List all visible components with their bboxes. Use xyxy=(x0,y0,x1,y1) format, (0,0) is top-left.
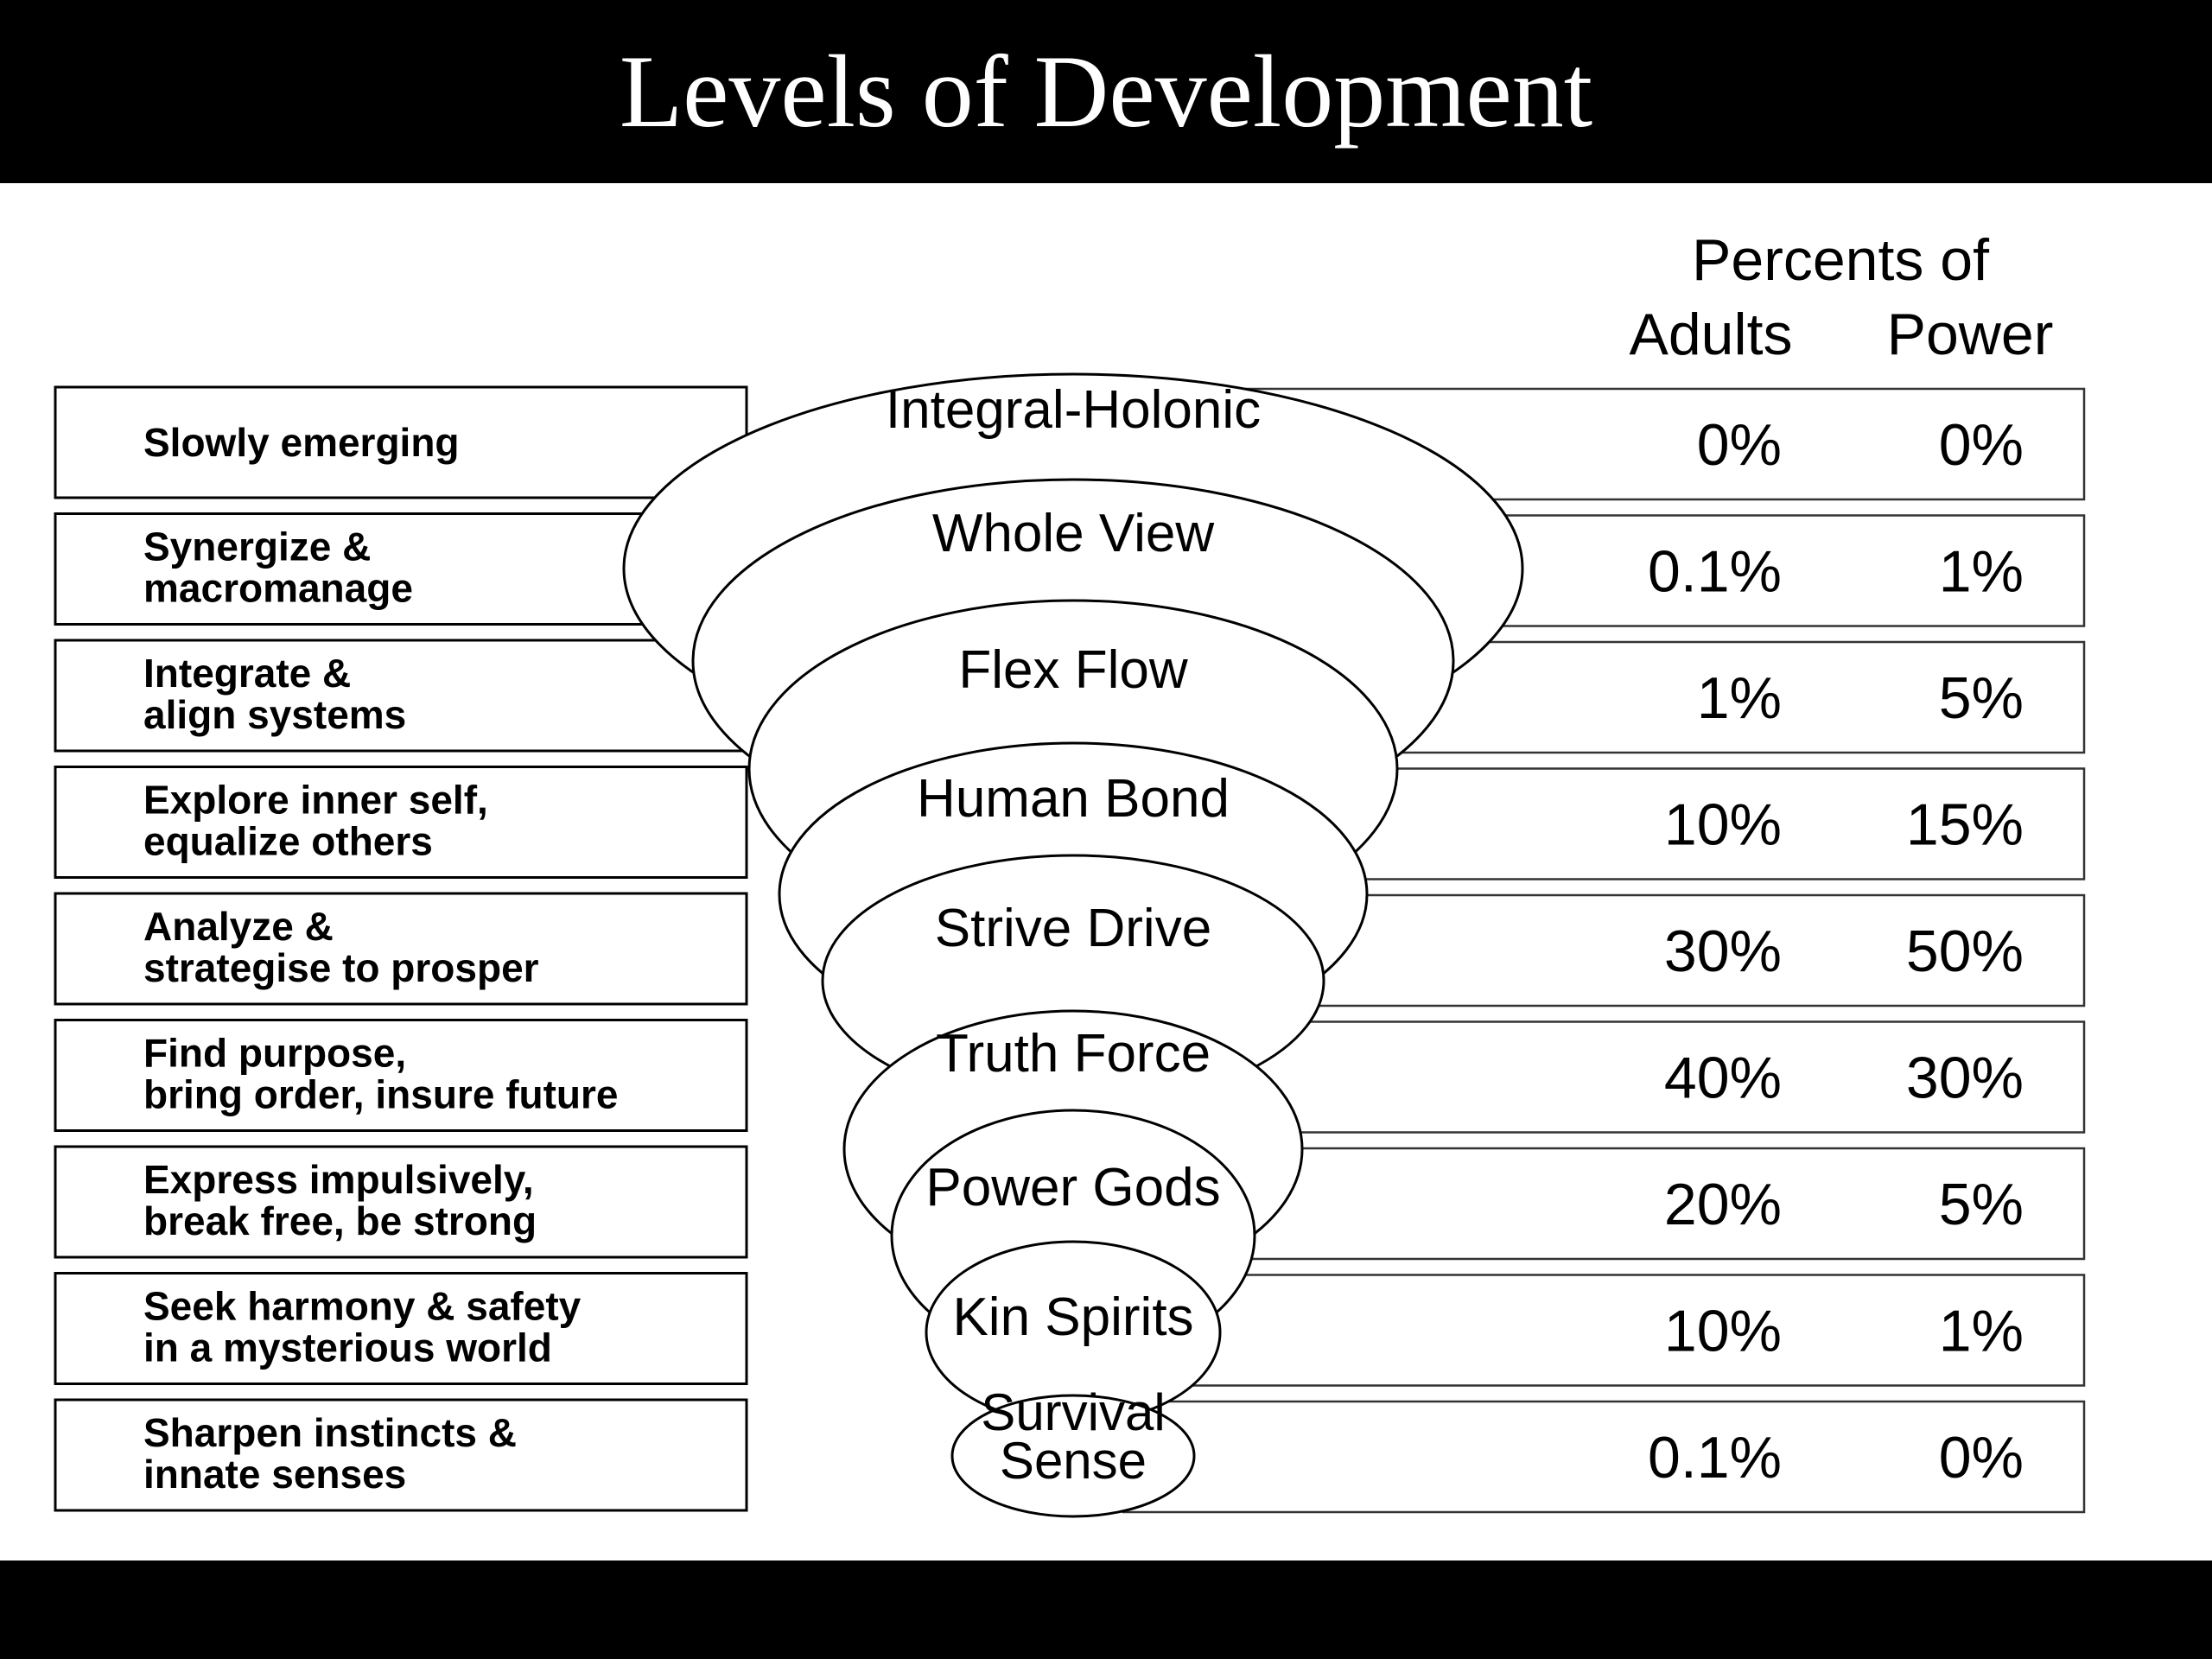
adults-percent-value: 40% xyxy=(1664,1046,1782,1111)
left-row-box xyxy=(54,892,748,1006)
row-description-text: Synergize & xyxy=(143,524,371,569)
right-row-box xyxy=(1122,1274,2086,1387)
row-description-text: innate senses xyxy=(143,1452,406,1497)
power-percent-value: 15% xyxy=(1906,792,2024,858)
row-description-text: Express impulsively, xyxy=(143,1157,534,1202)
level-name-text: Whole View xyxy=(932,504,1214,563)
row-description-text: align systems xyxy=(143,692,406,737)
row-description-text: bring order, insure future xyxy=(143,1072,619,1117)
power-percent-value: 1% xyxy=(1939,539,2024,605)
spiral-group xyxy=(622,372,1524,1518)
row-description-text: Seek harmony & safety xyxy=(143,1284,582,1329)
level-name-text: Flex Flow xyxy=(958,640,1187,700)
footer-bar xyxy=(0,1560,2212,1659)
header-power: Power xyxy=(1886,302,2054,367)
level-name-text: Power Gods xyxy=(925,1158,1220,1217)
row-description-text: equalize others xyxy=(143,819,433,864)
adults-percent-value: 0% xyxy=(1697,412,1782,478)
page-title: Levels of Development xyxy=(619,34,1593,149)
adults-percent-value: 30% xyxy=(1664,918,1782,984)
power-percent-value: 1% xyxy=(1939,1299,2024,1364)
left-row-box xyxy=(54,766,748,879)
row-description-text: Integrate & xyxy=(143,651,351,696)
row-description-text: Find purpose, xyxy=(143,1031,406,1076)
level-name-text: Sense xyxy=(1000,1432,1147,1490)
row-description-text: Sharpen instincts & xyxy=(143,1410,517,1455)
adults-percent-value: 10% xyxy=(1664,792,1782,858)
level-name-text: Integral-Holonic xyxy=(886,380,1261,440)
row-description-text: Slowly emerging xyxy=(143,420,460,465)
header-percents-of: Percents of xyxy=(1692,227,1989,293)
row-description-text: Analyze & xyxy=(143,904,334,949)
right-row-box xyxy=(1122,1400,2086,1514)
adults-percent-value: 20% xyxy=(1664,1172,1782,1237)
header-adults: Adults xyxy=(1629,302,1793,367)
power-percent-value: 5% xyxy=(1939,1172,2024,1237)
left-row-box xyxy=(54,385,748,499)
level-name-text: Truth Force xyxy=(936,1024,1211,1084)
row-description-text: Explore inner self, xyxy=(143,778,488,823)
left-row-box xyxy=(54,1019,748,1132)
left-row-box xyxy=(54,1398,748,1512)
level-name-text: Strive Drive xyxy=(935,899,1211,958)
left-row-box xyxy=(54,1272,748,1385)
labels-group: Slowly emerging 0% 0% Synergize &macromanag… xyxy=(143,380,2024,1497)
row-description-text: in a mysterious world xyxy=(143,1325,552,1370)
adults-percent-value: 0.1% xyxy=(1648,539,1782,605)
row-description-text: strategise to prosper xyxy=(143,945,539,990)
row-description-text: macromanage xyxy=(143,566,413,611)
power-percent-value: 0% xyxy=(1939,1425,2024,1491)
left-row-box xyxy=(54,1145,748,1259)
level-name-text: Human Bond xyxy=(917,769,1230,829)
power-percent-value: 30% xyxy=(1906,1046,2024,1111)
spiral-level-ellipse xyxy=(950,1394,1196,1518)
power-percent-value: 0% xyxy=(1939,412,2024,478)
power-percent-value: 5% xyxy=(1939,665,2024,731)
level-name-text: Kin Spirits xyxy=(952,1287,1193,1347)
adults-percent-value: 10% xyxy=(1664,1299,1782,1364)
adults-percent-value: 0.1% xyxy=(1648,1425,1782,1491)
level-name-text: Survival xyxy=(981,1383,1165,1441)
adults-percent-value: 1% xyxy=(1697,665,1782,731)
title-bar xyxy=(0,0,2212,183)
row-description-text: break free, be strong xyxy=(143,1198,537,1243)
power-percent-value: 50% xyxy=(1906,918,2024,984)
left-row-box xyxy=(54,639,748,753)
